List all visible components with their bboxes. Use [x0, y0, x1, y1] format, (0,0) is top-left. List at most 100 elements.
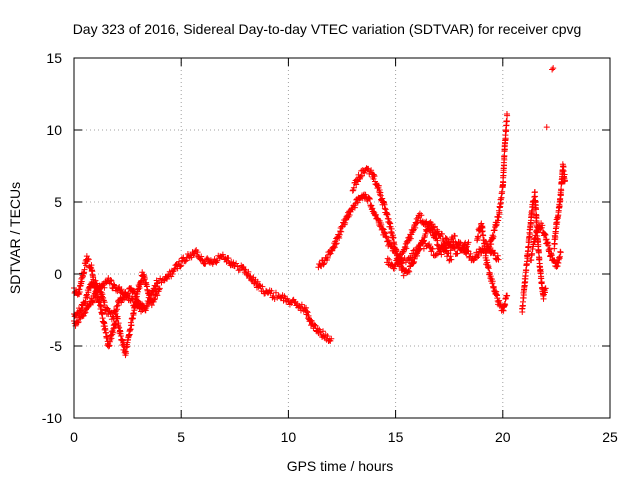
data-point: [170, 268, 177, 275]
data-point: [351, 204, 358, 211]
data-point: [536, 255, 543, 262]
data-point: [424, 221, 431, 228]
data-point: [366, 195, 373, 202]
data-point: [456, 243, 463, 250]
data-point: [327, 250, 334, 257]
data-point: [119, 297, 126, 304]
data-point: [348, 206, 355, 213]
data-point: [183, 257, 190, 264]
data-point: [454, 250, 461, 257]
x-tick-label: 15: [388, 429, 404, 445]
data-point: [390, 265, 397, 272]
data-point: [317, 329, 324, 336]
data-point: [395, 258, 402, 265]
data-point: [448, 256, 455, 263]
data-point: [403, 245, 410, 252]
y-tick-label: 10: [46, 122, 62, 138]
data-point: [500, 179, 507, 186]
data-point: [538, 278, 545, 285]
data-point: [504, 112, 511, 119]
data-point: [101, 299, 108, 306]
y-axis-label: SDTVAR / TECUs: [7, 182, 23, 294]
data-point: [84, 294, 91, 301]
data-point: [558, 187, 565, 194]
data-point: [447, 253, 454, 260]
data-point: [101, 320, 108, 327]
data-point: [428, 248, 435, 255]
data-point: [235, 267, 242, 274]
data-point: [151, 295, 158, 302]
data-point: [365, 194, 372, 201]
data-point: [91, 297, 98, 304]
x-tick-label: 25: [602, 429, 618, 445]
data-point: [475, 252, 482, 259]
data-point: [85, 256, 92, 263]
data-point: [561, 177, 568, 184]
data-point: [451, 244, 458, 251]
data-point: [317, 262, 324, 269]
data-point: [485, 244, 492, 251]
data-point: [267, 290, 274, 297]
data-point: [349, 187, 356, 194]
data-point: [426, 222, 433, 229]
x-tick-label: 10: [281, 429, 297, 445]
data-point: [247, 273, 254, 280]
data-point: [130, 309, 137, 316]
data-point: [148, 302, 155, 309]
data-point: [496, 209, 503, 216]
data-point: [434, 228, 441, 235]
data-point: [140, 271, 147, 278]
data-point: [219, 251, 226, 258]
data-point: [156, 286, 163, 293]
data-point: [465, 239, 472, 246]
data-point: [439, 230, 446, 237]
data-point: [177, 263, 184, 270]
data-point: [324, 254, 331, 261]
data-point: [464, 247, 471, 254]
data-point: [350, 184, 357, 191]
data-point: [353, 181, 360, 188]
data-point: [270, 292, 277, 299]
data-point: [171, 266, 178, 273]
data-point: [188, 254, 195, 261]
data-point: [494, 255, 501, 262]
data-point: [560, 168, 567, 175]
data-point: [108, 335, 115, 342]
data-point: [225, 255, 232, 262]
data-point: [338, 228, 345, 235]
data-point: [83, 262, 90, 269]
plot-frame: [73, 57, 611, 419]
data-point: [418, 212, 425, 219]
data-point: [354, 199, 361, 206]
data-point: [551, 241, 558, 248]
data-point: [75, 319, 82, 326]
data-point: [156, 285, 163, 292]
data-point: [118, 286, 125, 293]
data-point: [332, 241, 339, 248]
data-point: [298, 301, 305, 308]
data-point: [101, 284, 108, 291]
data-point: [379, 225, 386, 232]
data-point: [379, 195, 386, 202]
data-point: [501, 162, 508, 169]
data-point: [251, 279, 258, 286]
x-axis-label: GPS time / hours: [287, 458, 394, 474]
data-point: [116, 324, 123, 331]
data-point: [81, 266, 88, 273]
data-point: [324, 333, 331, 340]
data-point: [561, 171, 568, 178]
data-point: [151, 296, 158, 303]
data-point: [412, 224, 419, 231]
data-point: [204, 255, 211, 262]
data-point: [178, 262, 185, 269]
data-point: [331, 244, 338, 251]
data-point: [548, 252, 555, 259]
data-point: [194, 249, 201, 256]
data-point: [557, 249, 564, 256]
data-point: [83, 253, 90, 260]
data-point: [256, 282, 263, 289]
data-point: [494, 252, 501, 259]
x-tick-label: 5: [177, 429, 185, 445]
data-point: [543, 124, 550, 131]
